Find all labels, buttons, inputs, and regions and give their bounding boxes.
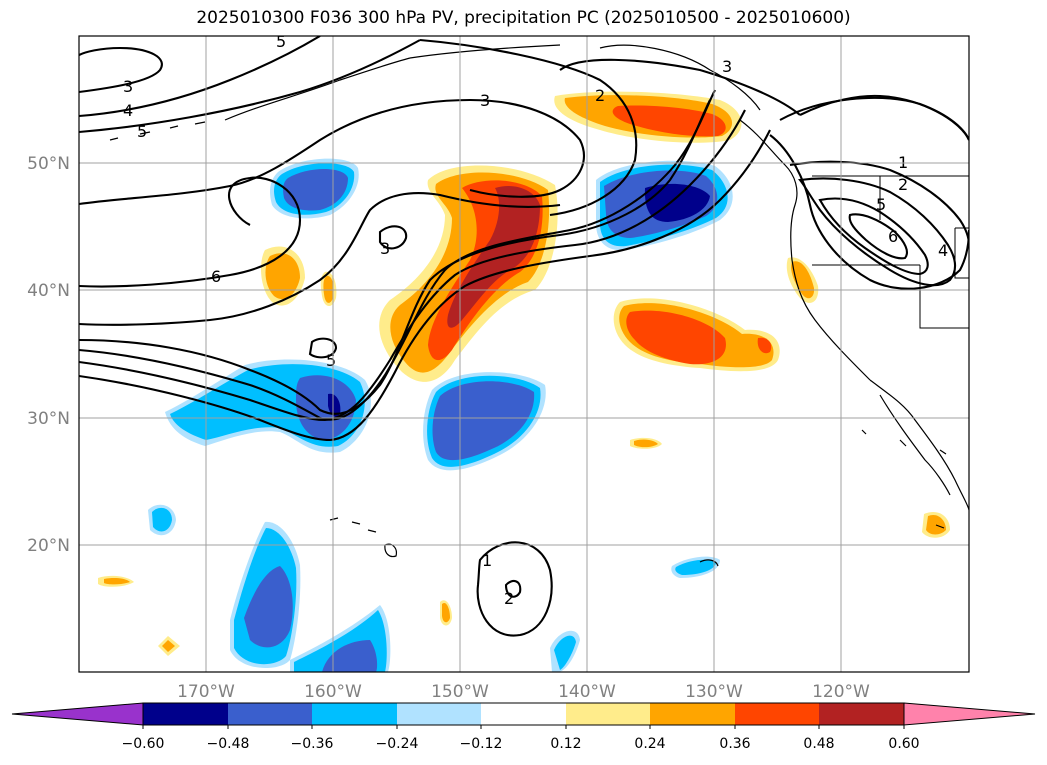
colorbar-tick-label: 0.36 <box>719 736 750 752</box>
pv-label: 3 <box>380 239 390 258</box>
colorbar-bin <box>228 703 312 725</box>
pv-label: 4 <box>123 101 133 120</box>
pv-label: 5 <box>276 32 286 51</box>
colorbar-tick-label: 0.24 <box>634 736 665 752</box>
precip-negative-fills <box>148 158 733 672</box>
pv-contours <box>79 36 969 637</box>
pv-label: 2 <box>504 589 514 608</box>
lon-label: 160°W <box>304 682 362 702</box>
colorbar-bin <box>481 703 566 725</box>
lon-label: 170°W <box>177 682 235 702</box>
longitude-labels: 170°W 160°W 150°W 140°W 130°W 120°W <box>177 682 870 702</box>
pv-label: 6 <box>211 267 221 286</box>
colorbar-bin <box>143 703 228 725</box>
pv-label: 3 <box>480 91 490 110</box>
pv-label: 5 <box>876 195 886 214</box>
lat-label: 20°N <box>27 536 70 556</box>
gridlines <box>79 36 969 672</box>
map-frame <box>78 35 970 673</box>
precip-positive-fills <box>98 91 950 656</box>
pv-label: 5 <box>137 122 147 141</box>
pv-label: 5 <box>326 351 336 370</box>
lon-label: 120°W <box>812 682 870 702</box>
pv-label: 6 <box>888 227 898 246</box>
colorbar-bin <box>650 703 735 725</box>
pv-label: 1 <box>482 551 492 570</box>
lon-label: 130°W <box>685 682 743 702</box>
map-background <box>79 36 969 672</box>
colorbar-bin <box>735 703 819 725</box>
colorbar-bin <box>566 703 650 725</box>
colorbar-tick-label: 0.60 <box>888 736 919 752</box>
latitude-labels: 50°N 40°N 30°N 20°N <box>27 154 70 556</box>
pv-label: 4 <box>938 241 948 260</box>
colorbar-extend-high <box>903 702 1036 726</box>
lat-label: 50°N <box>27 154 70 174</box>
colorbar-bin <box>397 703 481 725</box>
colorbar-tick-label: −0.36 <box>291 736 334 752</box>
colorbar-tick-label: 0.12 <box>550 736 581 752</box>
colorbar-tick-label: −0.48 <box>207 736 250 752</box>
pv-label: 3 <box>123 77 133 96</box>
colorbar-tick-label: −0.24 <box>376 736 419 752</box>
map-title: 2025010300 F036 300 hPa PV, precipitatio… <box>196 8 851 28</box>
colorbar-tick-label: −0.60 <box>122 736 165 752</box>
colorbar-extend-low <box>11 702 144 726</box>
lon-label: 150°W <box>431 682 489 702</box>
pv-label: 2 <box>898 175 908 194</box>
pv-label: 3 <box>722 57 732 76</box>
colorbar-bin <box>312 703 397 725</box>
colorbar-bin <box>819 703 904 725</box>
lon-label: 140°W <box>558 682 616 702</box>
colorbar: −0.60 −0.48 −0.36 −0.24 −0.12 0.12 0.24 … <box>11 702 1036 752</box>
coastlines <box>109 44 969 567</box>
pv-label: 2 <box>595 86 605 105</box>
lat-label: 40°N <box>27 281 70 301</box>
colorbar-tick-label: −0.12 <box>460 736 503 752</box>
colorbar-tick-label: 0.48 <box>803 736 834 752</box>
lat-label: 30°N <box>27 409 70 429</box>
